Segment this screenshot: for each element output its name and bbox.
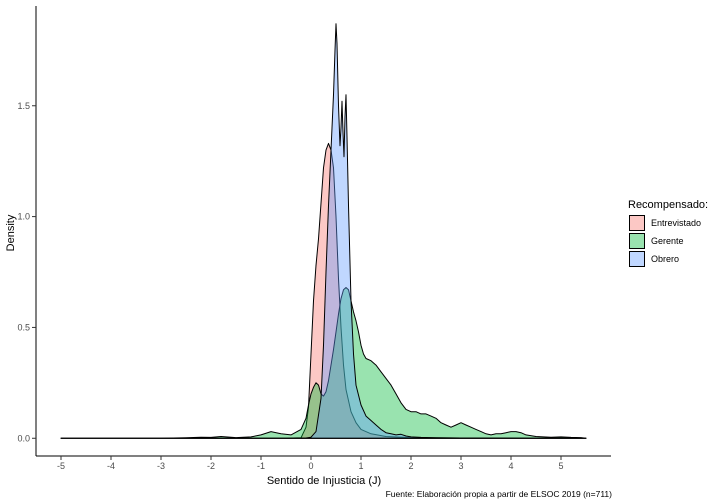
legend-label: Gerente	[651, 236, 684, 246]
x-tick-label: -2	[207, 461, 215, 471]
legend-label: Entrevistado	[651, 218, 701, 228]
y-tick-label: 0.5	[17, 322, 30, 332]
legend-key-bg	[629, 233, 645, 249]
x-axis-title: Sentido de Injusticia (J)	[267, 475, 381, 487]
x-tick-label: 1	[358, 461, 363, 471]
legend-label: Obrero	[651, 254, 679, 264]
caption: Fuente: Elaboración propia a partir de E…	[386, 489, 613, 499]
y-tick-label: 1.0	[17, 212, 30, 222]
legend: Recompensado: Entrevistado Gerente Obrero	[628, 199, 708, 267]
x-tick-label: -5	[57, 461, 65, 471]
x-tick-label: -3	[157, 461, 165, 471]
legend-key-swatch	[629, 251, 645, 267]
x-tick-label: 0	[308, 461, 313, 471]
x-tick-label: -4	[107, 461, 115, 471]
legend-item-obrero: Obrero	[629, 251, 679, 267]
x-tick-label: 5	[558, 461, 563, 471]
legend-key-bg	[629, 251, 645, 267]
y-axis: 0.0 0.5 1.0 1.5	[17, 6, 37, 456]
x-tick-label: 3	[458, 461, 463, 471]
x-axis: -5 -4 -3 -2 -1 0 1 2 3 4 5	[36, 455, 611, 471]
x-tick-label: 2	[408, 461, 413, 471]
legend-title: Recompensado:	[628, 199, 708, 211]
legend-key-bg	[629, 215, 645, 231]
legend-item-entrevistado: Entrevistado	[629, 215, 701, 231]
x-tick-label: 4	[508, 461, 513, 471]
x-tick-label: -1	[257, 461, 265, 471]
plot-area	[60, 23, 587, 439]
y-tick-label: 0.0	[17, 433, 30, 443]
density-area-gerente	[60, 287, 587, 439]
density-area-obrero	[60, 23, 587, 439]
legend-key-swatch	[629, 233, 645, 249]
legend-key-swatch	[629, 215, 645, 231]
y-axis-title: Density	[5, 214, 17, 251]
y-tick-label: 1.5	[17, 101, 30, 111]
legend-item-gerente: Gerente	[629, 233, 684, 249]
